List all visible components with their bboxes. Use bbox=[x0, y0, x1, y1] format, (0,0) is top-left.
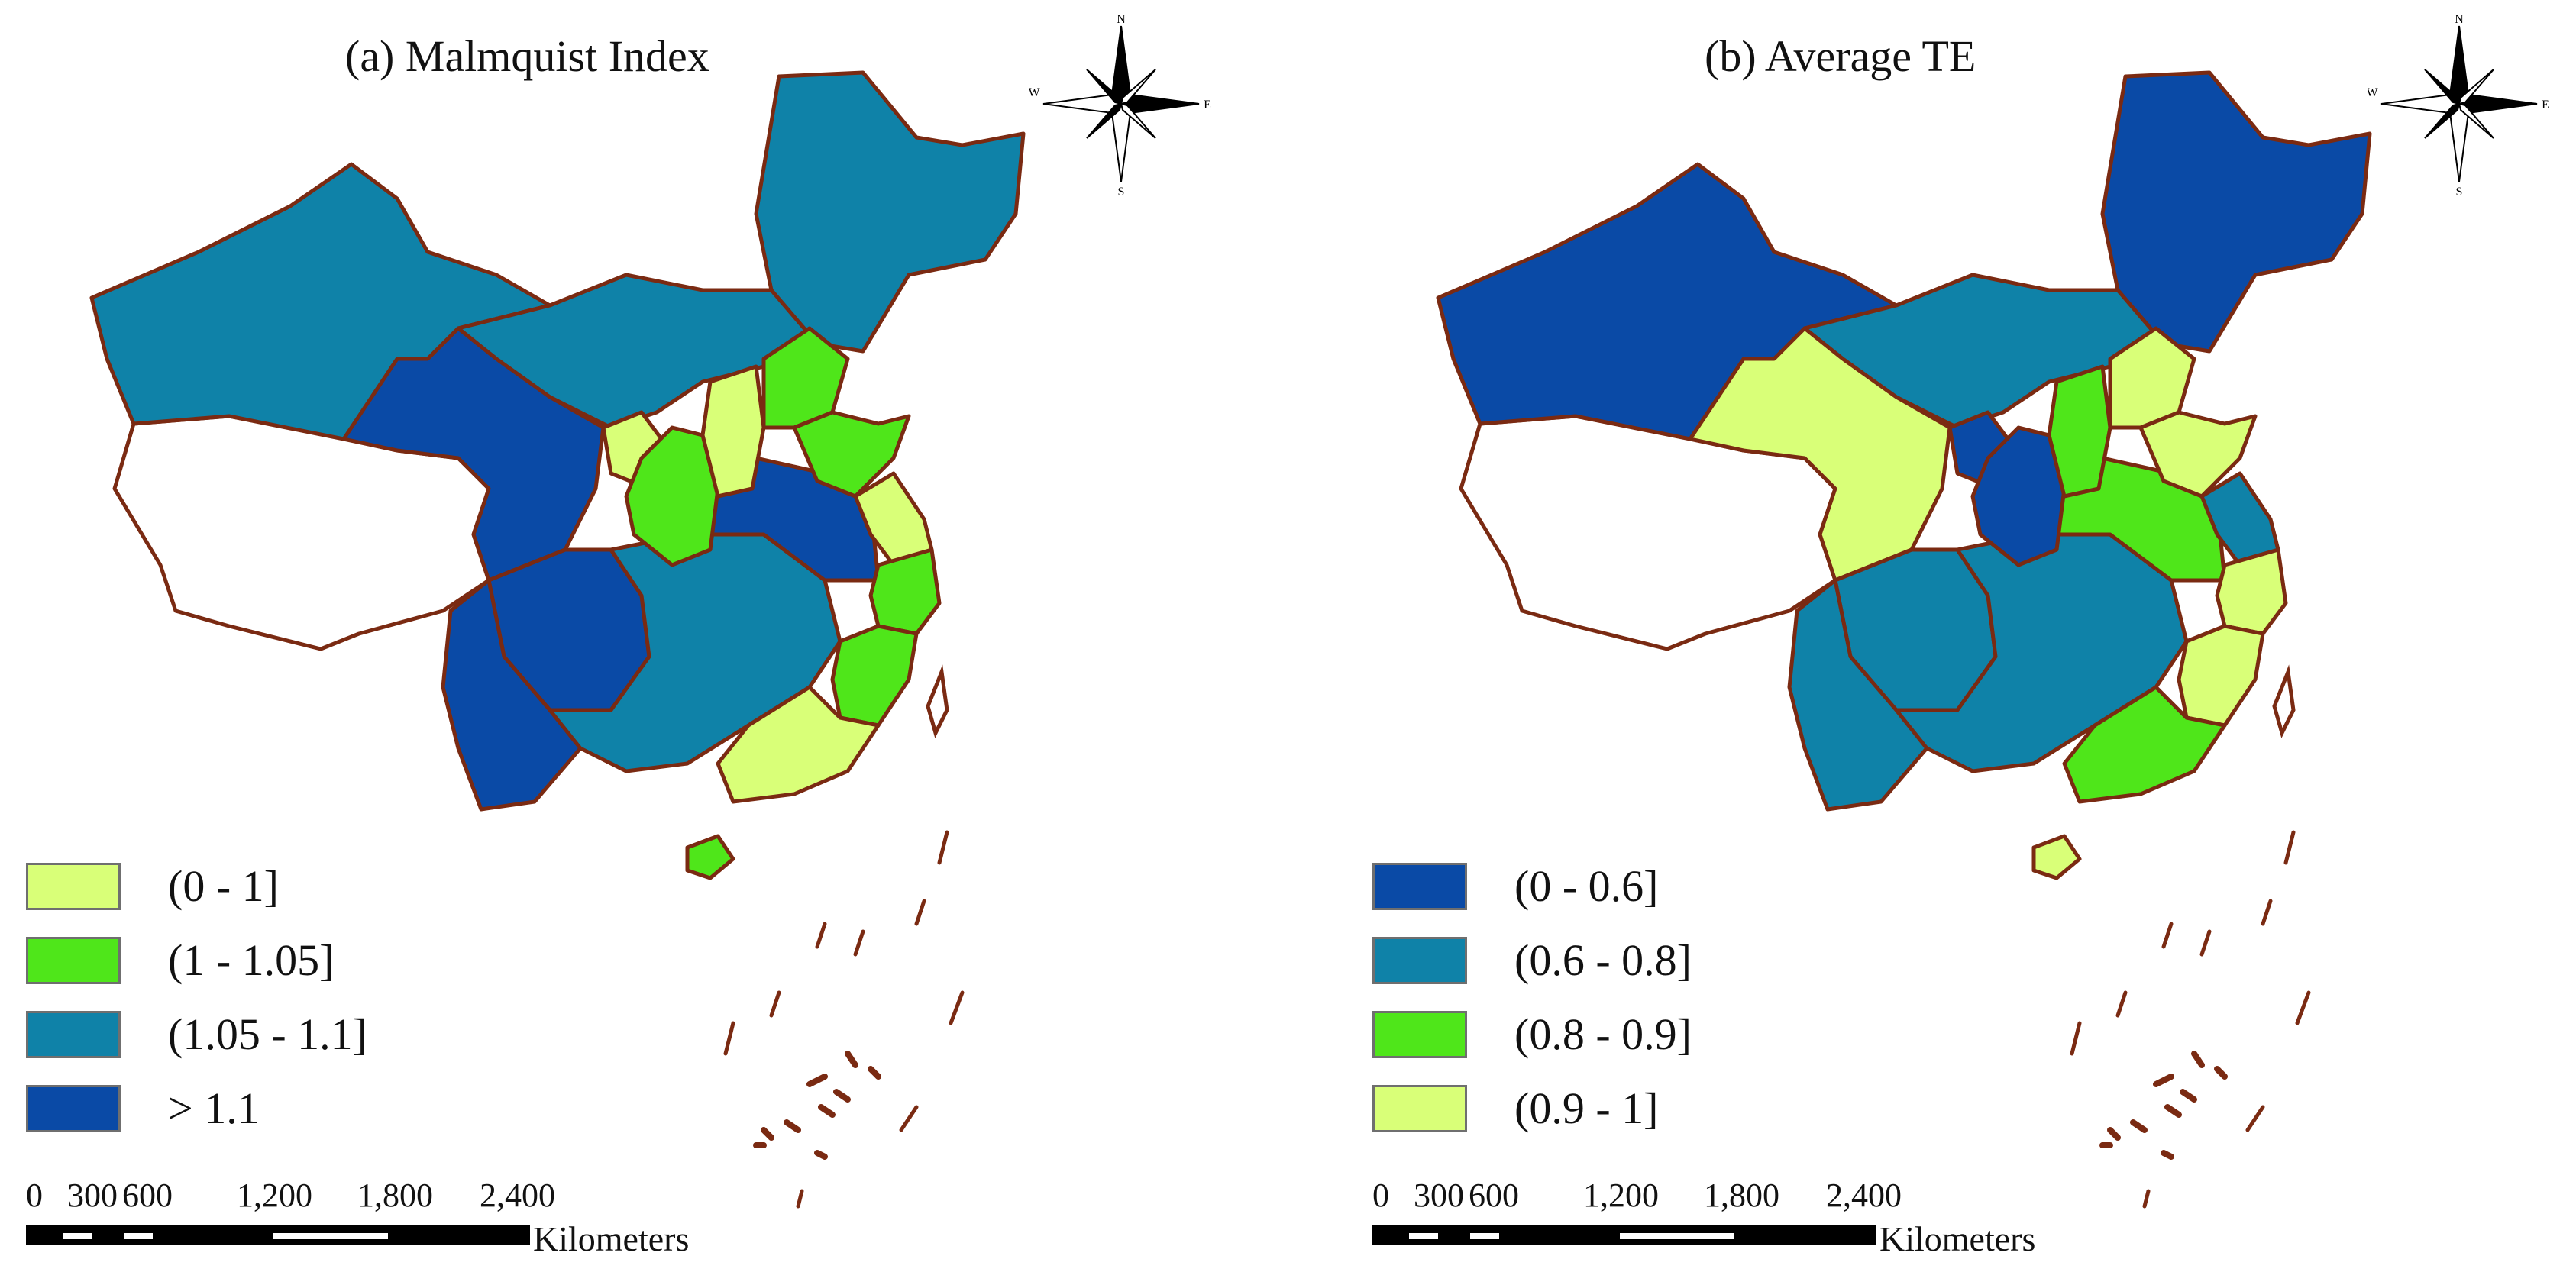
svg-text:S: S bbox=[1118, 186, 1125, 195]
scale-tick: 1,200 bbox=[237, 1177, 312, 1214]
scale-units: Kilometers bbox=[533, 1219, 690, 1258]
legend-label: (0.6 - 0.8] bbox=[1514, 935, 1692, 985]
legend-item: (0 - 1] bbox=[26, 849, 367, 923]
scale-tick: 300 bbox=[1414, 1177, 1464, 1214]
svg-text:E: E bbox=[2542, 98, 2549, 111]
svg-text:E: E bbox=[1204, 98, 1211, 111]
map-title: (a) Malmquist Index bbox=[345, 31, 709, 81]
south-china-sea-islands bbox=[2070, 664, 2311, 1209]
legend-label: (1.05 - 1.1] bbox=[168, 1009, 367, 1059]
scale-bar-graphic bbox=[1372, 1225, 1876, 1245]
region-zhejiang bbox=[2215, 547, 2288, 636]
legend-item: (0.6 - 0.8] bbox=[1372, 923, 1692, 997]
legend-item: > 1.1 bbox=[26, 1071, 367, 1145]
legend-swatch bbox=[26, 1084, 121, 1132]
compass-rose-icon: N S E W bbox=[1028, 12, 1213, 199]
south-china-sea-islands bbox=[723, 664, 965, 1209]
scale-tick: 2,400 bbox=[480, 1177, 555, 1214]
legend-swatch bbox=[1372, 1084, 1467, 1132]
region-gansu-strip bbox=[1970, 425, 2067, 567]
region-zhejiang bbox=[868, 547, 942, 636]
scale-tick: 1,800 bbox=[357, 1177, 433, 1214]
china-map bbox=[1436, 70, 2372, 1209]
legend-item: (0 - 0.6] bbox=[1372, 849, 1692, 923]
legend-label: (0.8 - 0.9] bbox=[1514, 1009, 1692, 1059]
region-yunnan bbox=[441, 578, 583, 812]
region-shandong bbox=[792, 410, 911, 499]
region-shanxi bbox=[2047, 364, 2112, 499]
svg-text:W: W bbox=[2368, 86, 2378, 99]
svg-text:N: N bbox=[2455, 13, 2464, 26]
legend-item: (1.05 - 1.1] bbox=[26, 997, 367, 1071]
scale-tick: 600 bbox=[122, 1177, 173, 1214]
map-legend: (0 - 0.6] (0.6 - 0.8] (0.8 - 0.9] (0.9 -… bbox=[1372, 849, 1692, 1145]
scale-tick: 300 bbox=[67, 1177, 118, 1214]
scale-tick: 600 bbox=[1469, 1177, 1519, 1214]
scale-tick: 1,200 bbox=[1583, 1177, 1659, 1214]
region-shandong bbox=[2138, 410, 2258, 499]
region-yunnan bbox=[1787, 578, 1929, 812]
svg-text:S: S bbox=[2456, 186, 2463, 195]
scale-tick: 2,400 bbox=[1826, 1177, 1902, 1214]
scale-bar-graphic bbox=[26, 1225, 530, 1245]
legend-label: (0.9 - 1] bbox=[1514, 1083, 1659, 1133]
svg-text:W: W bbox=[1029, 86, 1040, 99]
scale-units: Kilometers bbox=[1879, 1219, 2036, 1258]
legend-label: (0 - 1] bbox=[168, 861, 279, 911]
region-qinghai bbox=[1688, 326, 1952, 583]
region-hainan bbox=[2031, 834, 2082, 880]
legend-swatch bbox=[1372, 862, 1467, 910]
map-legend: (0 - 1] (1 - 1.05] (1.05 - 1.1] > 1.1 bbox=[26, 849, 367, 1145]
scale-tick: 0 bbox=[1372, 1177, 1389, 1214]
legend-label: > 1.1 bbox=[168, 1083, 260, 1133]
compass-rose-icon: N S E W bbox=[2366, 12, 2551, 199]
legend-label: (0 - 0.6] bbox=[1514, 861, 1659, 911]
legend-swatch bbox=[26, 862, 121, 910]
region-shanxi bbox=[700, 364, 766, 499]
scale-bar: 0 300 600 1,200 1,800 2,400 Kilometers bbox=[26, 1176, 774, 1283]
region-fujian bbox=[2177, 624, 2265, 728]
china-map bbox=[89, 70, 1026, 1209]
legend-item: (0.9 - 1] bbox=[1372, 1071, 1692, 1145]
region-guangdong bbox=[716, 685, 881, 804]
map-panel-average-te: (b) Average TE N S E W (0 - 0.6] bbox=[1288, 0, 2576, 1285]
legend-item: (0.8 - 0.9] bbox=[1372, 997, 1692, 1071]
scale-tick: 1,800 bbox=[1704, 1177, 1779, 1214]
region-guangdong bbox=[2062, 685, 2227, 804]
region-qinghai bbox=[341, 326, 606, 583]
map-panel-malmquist: (a) Malmquist Index N S E W (0 - 1] bbox=[26, 12, 1213, 1283]
legend-swatch bbox=[1372, 1010, 1467, 1058]
svg-text:N: N bbox=[1117, 13, 1126, 26]
legend-label: (1 - 1.05] bbox=[168, 935, 335, 985]
scale-tick: 0 bbox=[26, 1177, 43, 1214]
region-gansu-strip bbox=[624, 425, 720, 567]
legend-item: (1 - 1.05] bbox=[26, 923, 367, 997]
legend-swatch bbox=[26, 936, 121, 984]
map-title: (b) Average TE bbox=[1705, 31, 1976, 81]
scale-bar: 0 300 600 1,200 1,800 2,400 Kilometers bbox=[1372, 1176, 2121, 1283]
legend-swatch bbox=[26, 1010, 121, 1058]
region-northeast bbox=[754, 70, 1026, 354]
region-fujian bbox=[830, 624, 919, 728]
legend-swatch bbox=[1372, 936, 1467, 984]
region-hainan bbox=[685, 834, 735, 880]
region-northeast bbox=[2100, 70, 2372, 354]
